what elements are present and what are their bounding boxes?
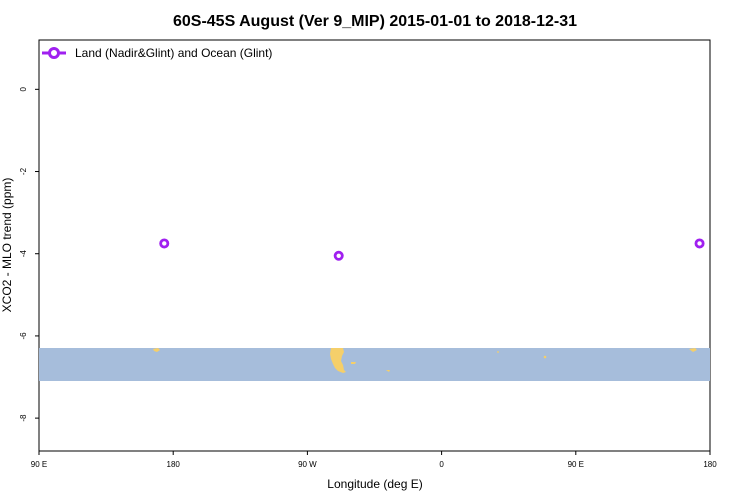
x-tick-label: 0	[439, 460, 444, 469]
plot-frame	[39, 40, 710, 451]
legend-marker	[50, 49, 59, 58]
y-axis-label: XCO2 - MLO trend (ppm)	[0, 178, 14, 313]
chart-title: 60S-45S August (Ver 9_MIP) 2015-01-01 to…	[173, 13, 577, 30]
legend: Land (Nadir&Glint) and Ocean (Glint)	[42, 46, 272, 60]
data-point	[696, 240, 703, 247]
y-tick-label: -8	[19, 414, 28, 422]
x-axis-label: Longitude (deg E)	[327, 477, 422, 491]
island-2	[544, 356, 547, 359]
legend-label: Land (Nadir&Glint) and Ocean (Glint)	[75, 46, 272, 60]
x-tick-label: 90 E	[31, 460, 47, 469]
y-axis-ticks: 0 -2 -4 -6 -8	[19, 87, 39, 422]
data-point	[161, 240, 168, 247]
x-tick-label: 90 W	[298, 460, 317, 469]
x-axis-ticks: 90 E 180 90 W 0 90 E 180	[31, 451, 717, 469]
data-points	[161, 240, 704, 260]
data-point	[335, 252, 342, 259]
x-tick-label: 180	[167, 460, 181, 469]
map-strip	[39, 348, 710, 381]
island-1	[497, 351, 499, 353]
y-tick-label: -4	[19, 250, 28, 258]
x-tick-label: 90 E	[568, 460, 584, 469]
ocean-band	[39, 348, 710, 381]
x-tick-label: 180	[703, 460, 717, 469]
plot-area: 90 E 180 90 W 0 90 E 180 0 -2 -4 -6 -8	[19, 40, 717, 469]
y-tick-label: -6	[19, 332, 28, 340]
y-tick-label: 0	[19, 87, 28, 92]
y-tick-label: -2	[19, 167, 28, 175]
